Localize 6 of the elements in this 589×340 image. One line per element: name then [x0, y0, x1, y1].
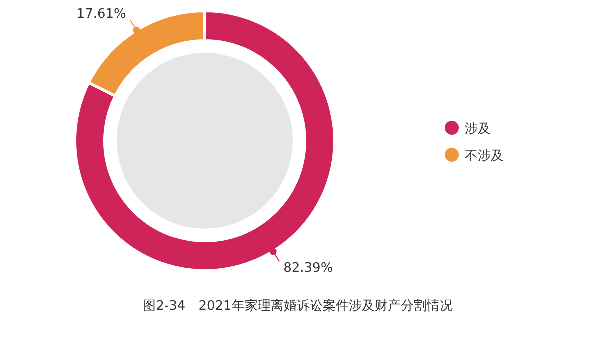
data-label: 17.61%	[76, 7, 126, 22]
legend-label: 不涉及	[465, 149, 504, 164]
legend-label: 涉及	[465, 122, 491, 137]
data-label: 82.39%	[284, 260, 334, 276]
text: 图2-34 2021年家理离婚诉讼案件涉及财产分割情况	[143, 298, 453, 314]
donut-slice	[74, 10, 336, 272]
